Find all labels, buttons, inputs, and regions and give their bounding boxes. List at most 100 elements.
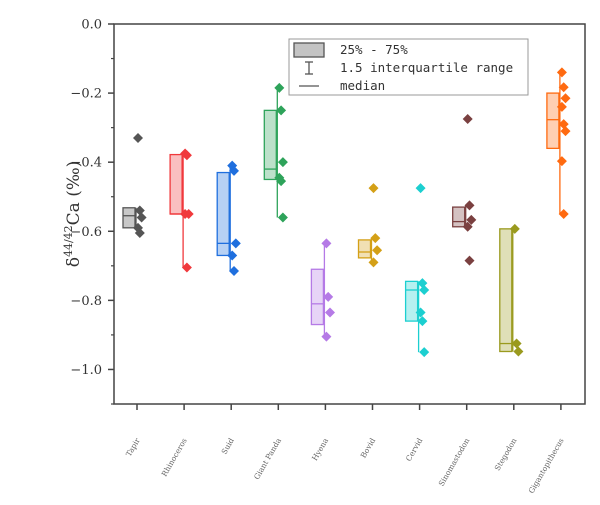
iqr-box: [546, 92, 560, 150]
y-label-superscript: 44/42: [62, 225, 75, 257]
x-tick-label: Suid: [220, 436, 236, 456]
x-tick-label: Rhinoceros: [160, 436, 189, 478]
data-point: [464, 255, 475, 266]
iqr-box: [452, 206, 466, 228]
y-axis-label: δ44/42Ca (‰): [62, 161, 84, 268]
data-point: [372, 245, 383, 256]
y-tick-label: −0.2: [70, 87, 102, 102]
data-point: [368, 257, 379, 268]
data-point: [509, 223, 520, 234]
box-series-rhinoceros: [169, 148, 194, 273]
iqr-box: [122, 207, 136, 229]
iqr-box: [310, 268, 325, 326]
iqr-box: [216, 171, 230, 257]
y-tick-label: −0.6: [70, 225, 102, 240]
data-point: [513, 346, 524, 357]
box-series-tapir: [122, 133, 147, 238]
x-tick-label: Stegodon: [493, 436, 519, 472]
data-point: [417, 316, 428, 327]
data-point: [321, 238, 332, 249]
data-point: [229, 165, 239, 176]
x-tick-label: Cervid: [404, 436, 424, 462]
x-tick-label: Bovid: [359, 436, 378, 459]
box-series-sinomastodon: [452, 114, 477, 266]
data-point: [415, 183, 426, 194]
x-tick-label: Gigantopithecus: [527, 436, 566, 495]
data-point: [560, 126, 571, 137]
data-point: [134, 205, 145, 216]
y-label-rest: Ca (‰): [64, 161, 84, 226]
data-point: [558, 82, 569, 93]
data-point: [419, 285, 430, 295]
y-tick-label: −0.4: [70, 156, 102, 171]
data-point: [321, 331, 332, 342]
box-series-bovid: [357, 183, 383, 268]
data-point: [462, 114, 473, 124]
data-point: [181, 150, 192, 161]
legend-box-symbol: [293, 42, 325, 58]
data-point: [227, 250, 238, 261]
data-point: [464, 200, 475, 211]
data-point: [556, 101, 567, 112]
box-series: [122, 67, 571, 358]
data-point: [415, 307, 426, 318]
data-point: [276, 105, 287, 116]
box-series-stegodon: [499, 223, 524, 357]
box-series-giant-panda: [263, 82, 288, 223]
data-point: [277, 157, 288, 168]
legend-label-whisker: 1.5 interquartile range: [340, 60, 513, 75]
data-point: [274, 82, 285, 93]
x-tick-label: Sinomastodon: [437, 436, 472, 487]
box-series-cervid: [404, 183, 430, 358]
data-point: [370, 233, 381, 244]
data-point: [229, 266, 239, 276]
iqr-box: [499, 228, 513, 353]
legend-frame: [288, 38, 529, 96]
plot-frame: [113, 23, 586, 405]
x-tick-label: Hyena: [310, 436, 330, 462]
data-point: [466, 214, 477, 225]
data-point: [325, 307, 335, 318]
x-tick-label: Tapir: [124, 436, 142, 458]
data-point: [556, 156, 567, 167]
data-point: [556, 67, 567, 78]
data-point: [511, 338, 522, 349]
box-series-gigantopithecus: [546, 67, 571, 219]
data-point: [133, 133, 143, 143]
box-series-hyena: [310, 238, 335, 342]
legend-whisker-symbol: [305, 61, 313, 75]
y-tick-label: −1.0: [70, 363, 102, 378]
data-point: [368, 183, 379, 194]
data-point: [462, 221, 473, 232]
x-axis: Tapir Rhinoceros Suid Giant Panda Hyena Bovid…: [124, 404, 566, 495]
legend: 25% - 75% 1.5 interquartile range median: [288, 38, 529, 96]
y-axis: 0.0 −0.2 −0.4 −0.6 −0.8 −1.0: [70, 18, 114, 405]
iqr-box: [404, 280, 419, 322]
data-point: [136, 212, 147, 223]
x-tick-label: Giant Panda: [252, 436, 283, 481]
legend-label-box: 25% - 75%: [340, 42, 408, 57]
data-point: [276, 176, 287, 187]
data-point: [181, 262, 192, 273]
y-tick-label: 0.0: [81, 18, 102, 33]
iqr-box: [357, 239, 372, 259]
axes: [113, 23, 586, 405]
data-point: [560, 93, 571, 104]
data-point: [323, 291, 334, 302]
y-axis-title: δ44/42Ca (‰): [62, 161, 84, 268]
data-point: [558, 209, 569, 219]
data-point: [230, 238, 241, 249]
data-point: [180, 209, 191, 219]
box-series-suid: [216, 160, 241, 276]
y-tick-label: −0.8: [70, 294, 102, 309]
iqr-box: [263, 109, 277, 181]
data-point: [419, 347, 430, 358]
data-point: [277, 212, 288, 223]
data-point: [134, 228, 145, 238]
data-point: [558, 119, 569, 130]
iqr-box: [169, 153, 183, 215]
data-point: [417, 278, 428, 289]
legend-label-median: median: [340, 78, 385, 93]
y-label-delta: δ: [64, 257, 84, 267]
